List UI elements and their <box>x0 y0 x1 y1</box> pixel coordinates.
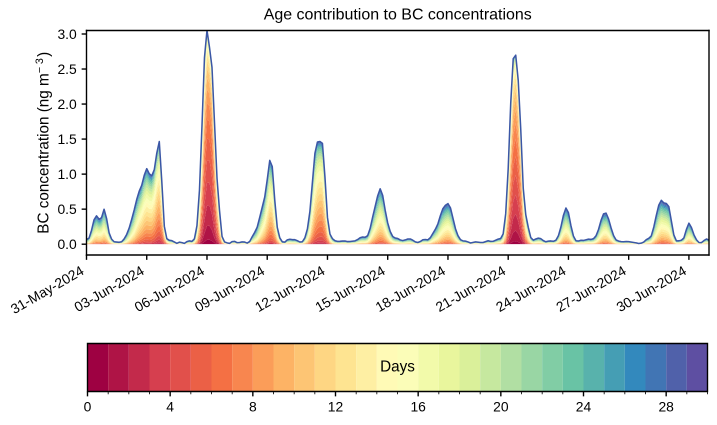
svg-text:24: 24 <box>576 398 592 414</box>
svg-text:28: 28 <box>658 398 674 414</box>
svg-text:0: 0 <box>84 398 92 414</box>
svg-text:20: 20 <box>493 398 509 414</box>
svg-text:1.0: 1.0 <box>57 166 77 182</box>
svg-text:0.5: 0.5 <box>57 201 77 217</box>
svg-text:Days: Days <box>380 358 415 375</box>
svg-text:8: 8 <box>249 398 257 414</box>
svg-text:16: 16 <box>410 398 426 414</box>
svg-text:3.0: 3.0 <box>57 26 77 42</box>
svg-text:2.0: 2.0 <box>57 96 77 112</box>
svg-text:12: 12 <box>328 398 344 414</box>
svg-text:0.0: 0.0 <box>57 236 77 252</box>
svg-text:1.5: 1.5 <box>57 131 77 147</box>
svg-text:2.5: 2.5 <box>57 61 77 77</box>
svg-text:4: 4 <box>166 398 174 414</box>
svg-text:Age contribution to BC concent: Age contribution to BC concentrations <box>264 6 532 23</box>
